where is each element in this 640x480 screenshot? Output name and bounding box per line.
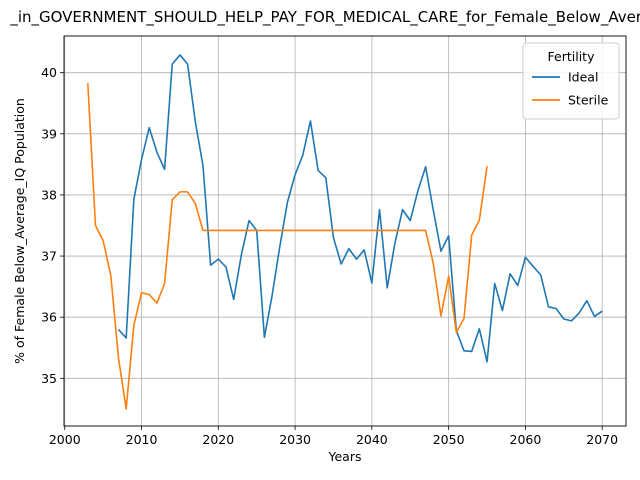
y-tick-label: 35 (41, 371, 57, 386)
legend: Fertility Ideal Sterile (522, 42, 620, 120)
y-tick-label: 36 (41, 310, 57, 325)
plot-frame (63, 35, 627, 427)
y-tick-label: 39 (41, 126, 57, 141)
series-line-ideal (117, 54, 603, 363)
x-axis-title: Years (328, 449, 362, 464)
y-tick-label: 37 (41, 249, 57, 264)
y-tick-label: 38 (41, 187, 57, 202)
y-axis-title: % of Female Below_Average_IQ Population (12, 98, 27, 364)
x-tick-label: 2050 (433, 432, 465, 447)
x-tick-label: 2000 (49, 432, 81, 447)
chart-title: _in_GOVERNMENT_SHOULD_HELP_PAY_FOR_MEDIC… (9, 8, 640, 27)
y-tick-label: 40 (41, 65, 57, 80)
series-layer (87, 54, 603, 410)
x-tick-label: 2040 (356, 432, 388, 447)
series-line-sterile (87, 83, 488, 410)
legend-title: Fertility (548, 49, 596, 64)
x-tick-label: 2020 (202, 432, 234, 447)
legend-label-ideal: Ideal (568, 70, 598, 85)
x-tick-label: 2010 (126, 432, 158, 447)
x-tick-label: 2070 (586, 432, 618, 447)
x-tick-label: 2060 (510, 432, 542, 447)
legend-label-sterile: Sterile (568, 93, 609, 108)
axes (63, 35, 627, 427)
x-tick-label: 2030 (279, 432, 311, 447)
ticks: 2000 2010 2020 2030 2040 2050 2060 2070 35 36 37 38… (41, 65, 618, 447)
